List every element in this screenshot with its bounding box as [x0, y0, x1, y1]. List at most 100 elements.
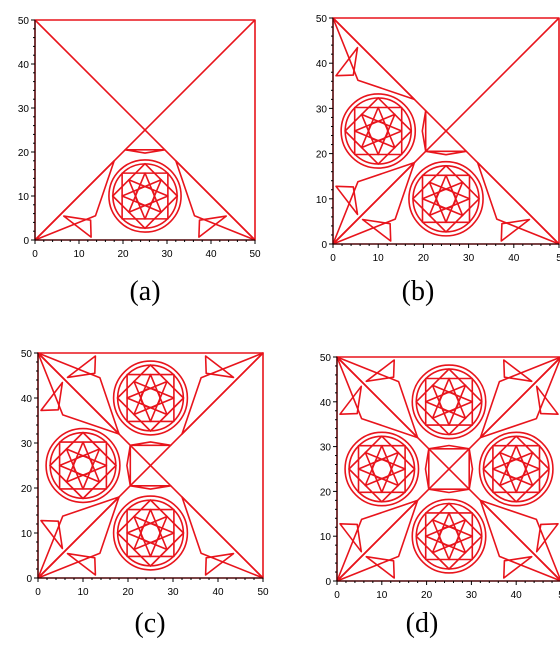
small-triangle [339, 523, 363, 553]
rosette-star [357, 444, 406, 494]
wedge-triangle [175, 160, 256, 241]
small-triangle [335, 46, 359, 77]
rosette-outer-circle [45, 427, 121, 504]
y-tick-label: 40 [18, 60, 30, 71]
small-triangle [365, 359, 395, 383]
y-tick-label: 40 [21, 394, 33, 405]
small-triangle [62, 215, 92, 238]
y-tick-label: 50 [316, 14, 328, 25]
small-triangle [365, 555, 395, 579]
apex-triangle [421, 109, 427, 153]
rosette-outer-circle [408, 160, 484, 237]
x-tick-label: 0 [32, 249, 38, 260]
y-tick-label: 50 [18, 16, 30, 27]
rosette-center-circle [134, 185, 156, 207]
rosette-center-circle [371, 458, 393, 480]
rosette-star [58, 441, 108, 490]
small-triangle [66, 552, 97, 576]
figure-a: 00 10 10 20 20 30 30 40 40 50 50 [18, 16, 261, 260]
x-tick-label: 30 [466, 590, 478, 601]
rosette-outer-circle [411, 498, 487, 574]
rosette-star [121, 172, 169, 220]
y-tick-label: 0 [321, 240, 327, 251]
rosette-outer-circle [340, 93, 417, 169]
x-tick-label: 10 [373, 253, 385, 264]
rosette-diamond [111, 162, 179, 230]
x-tick-label: 20 [418, 253, 430, 264]
rosette-outer-circle [411, 364, 487, 440]
rosette-center-circle [438, 525, 460, 547]
small-triangle [204, 355, 235, 379]
rosette-outer-circle [108, 159, 182, 233]
caption-c: (c) [134, 608, 166, 639]
x-tick-label: 0 [330, 253, 336, 264]
y-tick-label: 30 [320, 443, 332, 454]
rosette-center-circle [435, 188, 457, 210]
figure-d: 00 10 10 20 20 30 30 40 40 5 50 [320, 353, 560, 601]
x-tick-label: 5 [556, 253, 560, 264]
rosette-diamond [348, 435, 416, 503]
apex-triangle [424, 150, 468, 156]
apex-triangle [129, 441, 172, 447]
rosette-star [126, 508, 175, 558]
rosette-star [126, 373, 175, 423]
y-tick-label: 0 [26, 574, 32, 585]
wedge-triangle [332, 17, 416, 101]
y-tick-label: 0 [325, 577, 331, 588]
small-triangle [204, 552, 235, 576]
rosette-diamond [412, 164, 480, 233]
rosette-diamond [344, 97, 413, 165]
wedge-triangle [181, 352, 264, 435]
x-tick-label: 40 [511, 590, 523, 601]
rosette-center-circle [140, 522, 161, 544]
y-tick-label: 40 [316, 59, 328, 70]
apex-triangle [468, 448, 474, 490]
panel-a: 0 0 10 10 20 20 30 30 40 40 50 50 (a) [0, 0, 280, 320]
small-triangle [535, 385, 559, 415]
small-triangle [535, 523, 559, 553]
y-tick-label: 20 [18, 148, 30, 159]
figure-b: 00 10 10 20 20 30 30 40 40 5 50 [316, 14, 560, 264]
y-tick-label: 30 [316, 104, 328, 115]
small-triangle [503, 555, 533, 579]
axes-d [333, 356, 560, 585]
x-tick-label: 20 [122, 587, 134, 598]
x-tick-label: 20 [421, 590, 433, 601]
rosette-star [421, 174, 471, 224]
wedge-triangle [479, 499, 560, 582]
x-tick-label: 0 [35, 587, 41, 598]
axes-c [34, 352, 264, 582]
small-triangle [361, 218, 392, 242]
y-tick-label: 50 [21, 349, 33, 360]
wedge-triangle [332, 161, 416, 245]
wedge-triangle [181, 496, 264, 579]
small-triangle [198, 215, 227, 238]
x-tick-label: 10 [77, 587, 89, 598]
caption-d: (d) [405, 608, 439, 639]
rosette-center-circle [367, 120, 389, 142]
rosette-diamond [116, 499, 185, 567]
small-triangle [503, 359, 533, 383]
axes-b [329, 17, 560, 248]
y-tick-label: 10 [316, 195, 328, 206]
small-triangle [66, 355, 97, 379]
panel-b: 0 0 10 10 20 20 30 30 40 40 5 50 (b) [280, 0, 560, 320]
rosette-outer-circle [344, 431, 420, 507]
y-tick-label: 10 [18, 192, 30, 203]
pattern-a [34, 19, 256, 241]
rosette-outer-circle [112, 360, 189, 436]
rosette-diamond [116, 364, 185, 432]
wedge-triangle [336, 499, 419, 582]
x-tick-label: 30 [161, 249, 173, 260]
y-tick-label: 10 [320, 532, 332, 543]
x-tick-label: 0 [334, 590, 340, 601]
rosette-star [424, 512, 474, 561]
x-tick-label: 40 [508, 253, 520, 264]
apex-triangle [124, 149, 166, 154]
y-tick-label: 30 [18, 104, 30, 115]
y-tick-label: 0 [23, 236, 29, 247]
small-triangle [40, 381, 64, 412]
x-tick-label: 10 [376, 590, 388, 601]
rosette-star [424, 377, 474, 426]
pattern-b [332, 17, 560, 245]
